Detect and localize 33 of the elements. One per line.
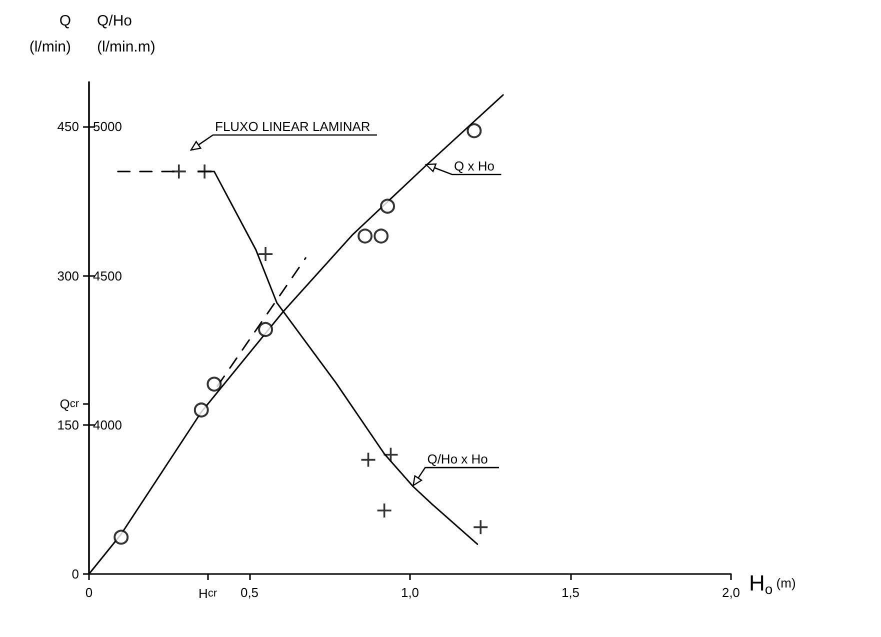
point bbox=[194, 402, 209, 418]
point bbox=[376, 502, 392, 518]
x-tick-label: 1,0 bbox=[400, 585, 420, 600]
x-tick-label: 2,0 bbox=[722, 585, 740, 600]
point bbox=[170, 164, 187, 180]
point bbox=[466, 123, 482, 138]
x-tick-label: 0,5 bbox=[240, 585, 259, 600]
y-tick-label: Qcr bbox=[60, 396, 80, 412]
point bbox=[382, 446, 399, 463]
point bbox=[358, 228, 373, 244]
annotation: Q x Ho bbox=[454, 158, 495, 174]
point bbox=[258, 322, 274, 337]
y2-tick-label: 4500 bbox=[93, 268, 122, 284]
annotation: FLUXO LINEAR LAMINAR bbox=[215, 119, 370, 134]
point bbox=[206, 376, 222, 392]
y2-tick-label: 5000 bbox=[93, 119, 122, 134]
y2-axis-title: Q/Ho (l/min.m) bbox=[97, 12, 156, 56]
x-tick-label: 1,5 bbox=[561, 585, 580, 600]
point bbox=[374, 228, 389, 244]
y-tick-label: 0 bbox=[72, 566, 79, 582]
y-axis-title: Q (l/min) bbox=[29, 12, 71, 56]
point bbox=[114, 530, 129, 545]
x-tick-label: Hcr bbox=[198, 586, 218, 601]
x-tick-label: 0 bbox=[85, 585, 93, 600]
point bbox=[360, 452, 376, 468]
point bbox=[472, 519, 489, 536]
y-tick-label: 300 bbox=[57, 268, 79, 284]
point bbox=[258, 246, 274, 262]
y-tick-label: 150 bbox=[57, 417, 79, 432]
y-tick-label: 450 bbox=[57, 119, 79, 134]
annotation: Q/Ho x Ho bbox=[427, 452, 488, 467]
point bbox=[380, 198, 396, 214]
y2-tick-label: 4000 bbox=[93, 417, 122, 432]
